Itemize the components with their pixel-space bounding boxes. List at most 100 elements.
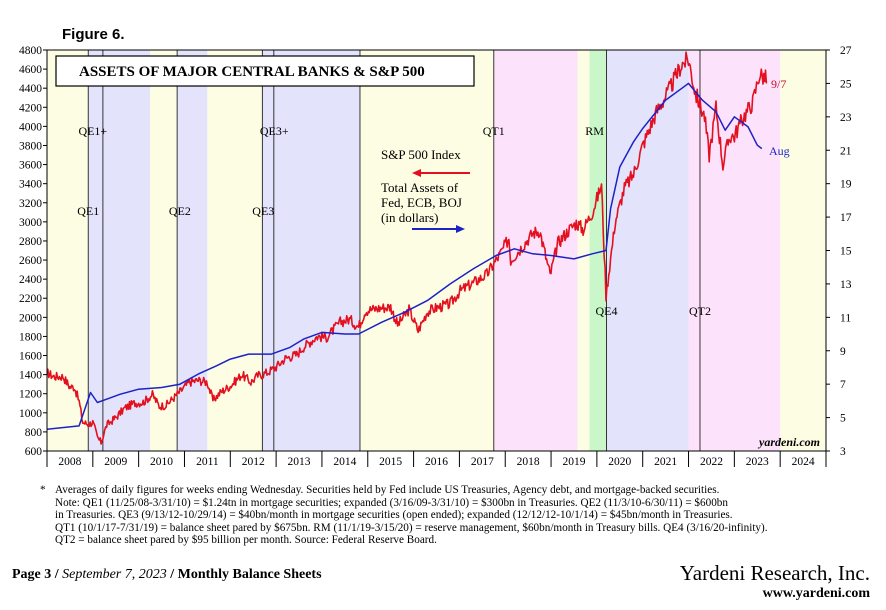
x-tick-label: 2015 <box>379 456 402 468</box>
x-tick-label: 2022 <box>700 456 723 468</box>
chart-title: ASSETS OF MAJOR CENTRAL BANKS & S&P 500 <box>79 64 425 80</box>
left-tick-label: 2800 <box>19 236 42 248</box>
sp500-line <box>46 51 768 445</box>
shaded-period <box>262 50 274 451</box>
left-tick-label: 2600 <box>19 255 42 267</box>
shaded-period <box>589 50 607 451</box>
legend-sp500-arrowhead <box>412 169 421 177</box>
firm-name: Yardeni Research, Inc. <box>679 561 870 585</box>
left-tick-label: 1200 <box>19 389 42 401</box>
right-tick-label: 17 <box>840 212 852 224</box>
left-tick-label: 1000 <box>19 408 42 420</box>
footnote-line: Note: QE1 (11/25/08-3/31/10) = $1.24tn i… <box>55 496 728 509</box>
publication-date: September 7, 2023 <box>62 567 167 582</box>
footnote-line: QT2 = balance sheet pared by $95 billion… <box>55 534 437 547</box>
x-tick-label: 2018 <box>517 456 540 468</box>
event-label: QT1 <box>483 124 505 138</box>
separator: / <box>166 567 178 582</box>
left-tick-label: 2400 <box>19 274 42 286</box>
event-label: QE1+ <box>78 124 107 138</box>
x-tick-label: 2012 <box>242 456 265 468</box>
event-label: QE4 <box>596 304 618 318</box>
x-axis-ticks: 2008 2009 2010 2011 2012 2013 2014 2015 2016 2017… <box>46 451 827 468</box>
shaded-period <box>688 50 781 451</box>
legend-assets-line2: Fed, ECB, BOJ <box>381 195 462 210</box>
left-tick-label: 4000 <box>19 121 42 133</box>
left-tick-label: 3600 <box>19 160 42 172</box>
shaded-period <box>102 50 151 451</box>
left-tick-label: 1800 <box>19 331 42 343</box>
x-tick-label: 2009 <box>104 456 127 468</box>
left-tick-label: 4800 <box>19 45 42 57</box>
left-tick-label: 3200 <box>19 198 42 210</box>
event-label: QT2 <box>689 304 711 318</box>
left-tick-label: 2200 <box>19 293 42 305</box>
left-tick-label: 3400 <box>19 179 42 191</box>
separator: / <box>51 567 63 582</box>
event-label: QE3 <box>252 204 274 218</box>
left-tick-label: 800 <box>25 427 43 439</box>
event-label: QE3+ <box>260 124 289 138</box>
right-tick-label: 19 <box>840 179 852 191</box>
chart-svg: 600 800 1000 1200 1400 1600 1800 2000 2200 2400 26… <box>19 45 852 468</box>
footnote-marker: * <box>40 484 46 496</box>
legend-assets-arrowhead <box>456 225 465 233</box>
sp500-end-label: 9/7 <box>771 77 786 91</box>
assets-end-label: Aug <box>769 144 790 158</box>
right-tick-label: 27 <box>840 45 852 57</box>
series-lines <box>46 51 768 445</box>
x-tick-label: 2013 <box>288 456 311 468</box>
right-tick-label: 21 <box>840 145 852 157</box>
legend-assets-line3: (in dollars) <box>381 210 438 225</box>
right-axis-ticks: 3 5 7 9 11 13 15 17 19 21 23 25 27 <box>826 45 852 458</box>
legend-sp500-label: S&P 500 Index <box>381 147 461 162</box>
x-tick-label: 2010 <box>150 456 173 468</box>
firm-url[interactable]: www.yardeni.com <box>762 586 870 601</box>
shaded-periods <box>47 50 826 451</box>
x-tick-label: 2016 <box>425 456 448 468</box>
legend-assets-line1: Total Assets of <box>381 180 459 195</box>
left-tick-label: 3000 <box>19 217 42 229</box>
right-tick-label: 13 <box>840 279 852 291</box>
page-number: Page 3 <box>12 567 52 582</box>
x-tick-label: 2014 <box>333 456 356 468</box>
x-tick-label: 2011 <box>196 456 219 468</box>
shaded-period <box>606 50 689 451</box>
shaded-period <box>780 50 826 451</box>
shaded-period <box>577 50 590 451</box>
document-title: Monthly Balance Sheets <box>177 567 322 582</box>
title-box <box>55 55 475 87</box>
firm-block: Yardeni Research, Inc. www.yardeni.com <box>680 561 870 602</box>
x-tick-label: 2008 <box>58 456 81 468</box>
left-axis-ticks: 600 800 1000 1200 1400 1600 1800 2000 2200 2400 26… <box>19 45 47 458</box>
left-tick-label: 3800 <box>19 140 42 152</box>
chart-container: 600 800 1000 1200 1400 1600 1800 2000 2200 2400 26… <box>19 45 852 468</box>
x-tick-label: 2024 <box>792 456 815 468</box>
right-tick-label: 23 <box>840 112 852 124</box>
event-label: RM <box>585 124 604 138</box>
event-label: QE1 <box>77 204 99 218</box>
event-labels: QE1+ QE1 QE2 QE3+ QE3 QT1 RM QE4 QT2 <box>77 124 711 318</box>
left-tick-label: 600 <box>25 446 43 458</box>
event-label: QE2 <box>169 204 191 218</box>
left-tick-label: 4600 <box>19 64 42 76</box>
right-tick-label: 11 <box>840 312 851 324</box>
shaded-period <box>207 50 263 451</box>
page-footer: Page 3 / September 7, 2023 / Monthly Bal… <box>12 567 322 583</box>
left-tick-label: 4200 <box>19 102 42 114</box>
footnote-line: Averages of daily figures for weeks endi… <box>55 484 720 496</box>
assets-line <box>46 82 763 431</box>
shaded-period <box>359 50 494 451</box>
right-tick-label: 3 <box>840 446 846 458</box>
shaded-period <box>177 50 208 451</box>
shaded-period <box>493 50 578 451</box>
shaded-period <box>150 50 178 451</box>
shaded-period <box>88 50 103 451</box>
x-tick-label: 2020 <box>608 456 631 468</box>
right-tick-label: 7 <box>840 379 846 391</box>
right-tick-label: 9 <box>840 346 846 358</box>
footnote-line: in Treasuries. QE3 (9/13/12-10/29/14) = … <box>55 509 733 522</box>
x-tick-label: 2019 <box>562 456 585 468</box>
left-tick-label: 1600 <box>19 351 42 363</box>
shaded-period <box>273 50 360 451</box>
